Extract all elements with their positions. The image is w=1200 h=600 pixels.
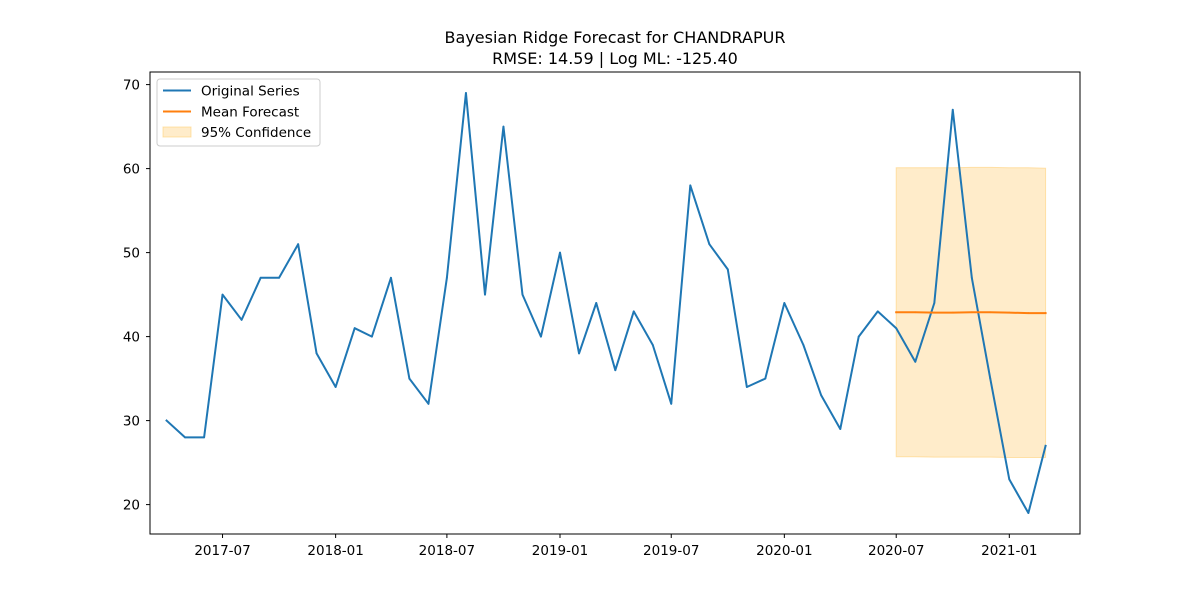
data-point-original-series (745, 386, 748, 388)
chart-subtitle: RMSE: 14.59 | Log ML: -125.40 (492, 49, 738, 68)
data-point-original-series (465, 92, 467, 94)
data-point-original-series (876, 310, 879, 313)
data-point-original-series (334, 386, 337, 388)
legend-label-original-series: Original Series (201, 84, 300, 100)
y-tick-label: 50 (123, 246, 140, 262)
data-point-original-series (408, 377, 411, 380)
x-tick-label: 2017-07 (194, 543, 250, 559)
data-point-original-series (315, 352, 318, 355)
data-point-original-series (614, 369, 617, 372)
data-point-original-series (484, 293, 486, 296)
y-tick-label: 30 (123, 414, 140, 430)
chart-title: Bayesian Ridge Forecast for CHANDRAPUR (445, 28, 786, 47)
legend-label-mean-forecast: Mean Forecast (201, 105, 299, 121)
data-point-original-series (1027, 512, 1030, 514)
x-tick-label: 2020-01 (756, 543, 812, 559)
x-tick-label: 2019-01 (532, 543, 588, 559)
data-point-mean-forecast (933, 311, 936, 314)
data-point-original-series (390, 276, 392, 279)
data-point-original-series (1008, 478, 1011, 481)
data-point-original-series (632, 310, 635, 313)
data-point-mean-forecast (951, 311, 954, 314)
data-point-original-series (278, 276, 280, 279)
data-point-original-series (371, 335, 373, 338)
legend-label-confidence: 95% Confidence (201, 125, 311, 141)
data-point-original-series (895, 327, 898, 330)
series-line-mean-forecast (895, 311, 1047, 315)
data-point-mean-forecast (895, 311, 898, 314)
data-point-original-series (165, 419, 168, 422)
data-point-original-series (502, 125, 505, 128)
data-point-original-series (989, 377, 992, 380)
y-tick-label: 40 (123, 330, 140, 346)
legend-box (156, 78, 321, 147)
data-point-mean-forecast (914, 311, 917, 314)
data-point-mean-forecast (1008, 311, 1011, 314)
data-point-original-series (651, 344, 654, 346)
data-point-original-series (764, 377, 767, 380)
x-tick-label: 2021-01 (981, 543, 1037, 559)
data-point-original-series (203, 436, 205, 439)
data-point-original-series (445, 276, 448, 279)
x-tick-label: 2018-07 (419, 543, 475, 559)
data-point-original-series (970, 276, 973, 279)
data-point-original-series (726, 268, 729, 271)
y-tick-label: 20 (123, 498, 140, 514)
data-point-mean-forecast (989, 311, 992, 314)
data-point-mean-forecast (970, 311, 973, 314)
data-point-mean-forecast (1027, 312, 1030, 314)
x-tick-label: 2018-01 (307, 543, 363, 559)
data-point-original-series (595, 302, 598, 304)
y-tick-label: 60 (123, 162, 140, 178)
data-point-original-series (427, 402, 430, 405)
series-lines-layer (165, 92, 1047, 514)
data-point-original-series (670, 402, 673, 405)
data-point-original-series (820, 394, 823, 397)
data-point-original-series (839, 428, 842, 430)
data-point-original-series (259, 276, 262, 279)
data-point-original-series (240, 318, 243, 321)
y-tick-label: 70 (123, 78, 140, 94)
data-point-mean-forecast (1044, 312, 1047, 314)
data-point-original-series (951, 108, 954, 111)
data-point-original-series (783, 302, 786, 304)
plot-area-frame (149, 71, 1081, 535)
data-point-original-series (297, 243, 300, 246)
data-point-original-series (184, 436, 186, 439)
data-point-original-series (708, 243, 711, 246)
x-tick-label: 2020-07 (868, 543, 924, 559)
legend-swatch-confidence (162, 126, 192, 138)
data-point-original-series (802, 344, 805, 346)
data-point-original-series (221, 293, 224, 296)
data-point-original-series (353, 327, 356, 330)
data-point-original-series (540, 335, 542, 338)
data-point-original-series (578, 352, 580, 355)
x-axis: 2017-07 2018-01 2018-07 2019-01 2019-07 2020-… (194, 534, 1038, 559)
data-point-original-series (933, 302, 936, 304)
data-point-original-series (521, 293, 524, 296)
data-point-original-series (559, 251, 561, 254)
data-point-original-series (689, 184, 692, 187)
data-point-original-series (1044, 444, 1047, 447)
data-point-original-series (914, 360, 917, 363)
series-line-original-series (165, 92, 1047, 514)
data-point-original-series (857, 335, 860, 338)
legend: Original Series Mean Forecast 95% Confid… (156, 78, 321, 147)
y-axis: 20 30 40 50 60 70 (123, 78, 150, 514)
x-tick-label: 2019-07 (643, 543, 699, 559)
